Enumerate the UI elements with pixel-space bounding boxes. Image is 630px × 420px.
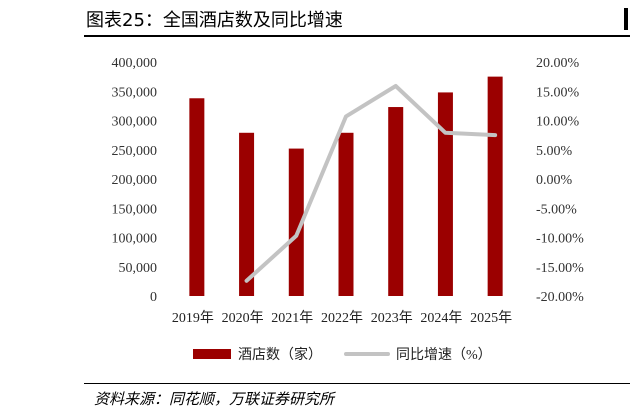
bar	[288, 148, 304, 296]
bar	[437, 92, 453, 296]
legend-label-line: 同比增速（%）	[396, 347, 492, 363]
right-tick-label: 20.00%	[536, 56, 580, 71]
legend-swatch-bars	[193, 349, 231, 359]
growth-line	[244, 83, 498, 283]
left-tick-label: 200,000	[112, 173, 158, 188]
edge-marker	[624, 8, 628, 30]
left-tick-label: 400,000	[112, 56, 158, 71]
right-tick-label: -10.00%	[536, 232, 584, 247]
title-bar: 图表25：全国酒店数及同比增速	[0, 0, 630, 37]
chart-title: 图表25：全国酒店数及同比增速	[86, 10, 343, 31]
bar	[239, 132, 255, 296]
line-series	[244, 83, 498, 283]
left-tick-label: 250,000	[112, 144, 158, 159]
right-tick-label: -15.00%	[536, 261, 584, 276]
right-axis: -20.00% -15.00% -10.00% -5.00% 0.00% 5.00% 10.…	[536, 56, 584, 305]
left-axis: 0 50,000 100,000 150,000 200,000 250,000 300,0…	[112, 56, 158, 305]
source-note: 资料来源：同花顺，万联证券研究所	[94, 390, 335, 408]
x-tick-label: 2021年	[271, 310, 313, 326]
right-tick-label: 0.00%	[536, 173, 573, 188]
x-tick-label: 2025年	[470, 310, 512, 326]
x-axis: 2019年 2020年 2021年 2022年 2023年 2024年 2025年	[172, 310, 512, 326]
right-tick-label: -5.00%	[536, 202, 577, 217]
left-tick-label: 300,000	[112, 115, 158, 130]
bar-series	[189, 76, 503, 297]
x-tick-label: 2019年	[172, 310, 214, 326]
right-tick-label: 10.00%	[536, 115, 580, 130]
legend: 酒店数（家） 同比增速（%）	[193, 346, 492, 363]
bar	[338, 132, 354, 296]
left-tick-label: 0	[150, 290, 157, 305]
x-tick-label: 2024年	[420, 310, 462, 326]
x-tick-label: 2020年	[222, 310, 264, 326]
left-tick-label: 50,000	[119, 261, 158, 276]
left-tick-label: 150,000	[112, 202, 158, 217]
x-tick-label: 2023年	[371, 310, 413, 326]
bar	[388, 107, 404, 296]
right-tick-label: 5.00%	[536, 144, 573, 159]
legend-label-bars: 酒店数（家）	[238, 346, 322, 363]
left-tick-label: 350,000	[112, 85, 158, 100]
x-tick-label: 2022年	[321, 310, 363, 326]
source-rule	[84, 383, 630, 384]
right-tick-label: -20.00%	[536, 290, 584, 305]
right-tick-label: 15.00%	[536, 85, 580, 100]
title-rule	[84, 35, 630, 37]
bar	[189, 98, 205, 297]
bar	[487, 76, 503, 296]
left-tick-label: 100,000	[112, 232, 158, 247]
